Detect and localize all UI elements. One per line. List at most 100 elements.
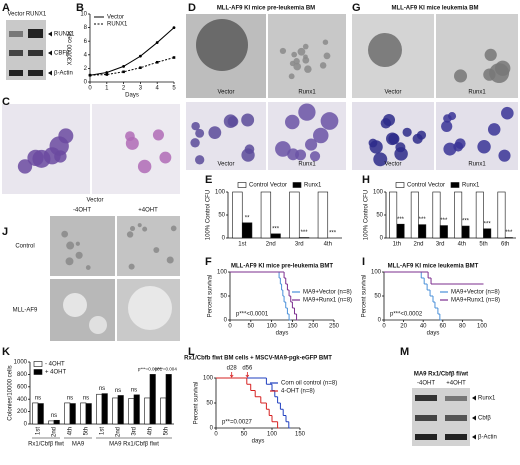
colony [128, 286, 172, 330]
x-tick-label: 0 [88, 86, 92, 92]
cell [383, 113, 396, 126]
cell [126, 231, 134, 238]
bar [37, 403, 44, 425]
cell [304, 65, 312, 73]
bar [101, 393, 108, 425]
point [139, 54, 142, 58]
column-label: +4OHT [138, 208, 158, 214]
line [89, 57, 175, 76]
cell [305, 138, 318, 151]
bar [144, 397, 151, 425]
band [9, 31, 23, 37]
x-axis-label: days [252, 439, 265, 445]
significance: ns [51, 413, 57, 419]
significance: *** [272, 226, 280, 232]
panel-letter: G [352, 2, 361, 14]
cell [195, 128, 205, 138]
bar [260, 191, 272, 239]
micrograph [117, 216, 180, 276]
caption: Runx1 [298, 90, 316, 96]
significance: ns [99, 386, 105, 392]
micrograph [436, 14, 518, 98]
cell [322, 39, 329, 45]
legend-swatch [237, 182, 247, 188]
y-tick-label: 100 [215, 190, 226, 196]
caption: Runx1 [468, 90, 486, 96]
cell [191, 121, 200, 131]
micrograph [2, 104, 90, 194]
x-tick-label: 5th [84, 427, 90, 435]
legend-swatch [450, 182, 460, 188]
x-tick-label: 4th [458, 242, 466, 248]
y-tick-label: 100 [203, 376, 214, 382]
band-label: CBFβ [54, 51, 70, 57]
cell [498, 149, 511, 162]
cell [323, 52, 331, 60]
bar [410, 191, 419, 239]
colony [368, 33, 402, 67]
x-tick-label: 2nd [116, 427, 122, 437]
panel-letter: J [2, 226, 8, 238]
y-tick-label: 0 [84, 80, 88, 86]
band [28, 70, 43, 76]
legend-swatch [292, 182, 302, 188]
legend-swatch [33, 369, 43, 375]
point [122, 64, 125, 68]
event-arrow [245, 372, 250, 378]
cell [75, 251, 83, 259]
bar [112, 397, 119, 425]
significance: p***=0.004 [155, 367, 177, 372]
y-tick-label: 100 [371, 270, 382, 276]
x-axis-label: Days [125, 93, 139, 99]
colony [89, 316, 107, 334]
x-tick-label: 3 [139, 86, 143, 92]
significance: *** [301, 230, 309, 236]
y-tick-label: 8 [84, 25, 88, 31]
cell [302, 56, 310, 64]
cell [208, 126, 222, 139]
blot-m [412, 388, 470, 446]
y-tick-label: 400 [17, 397, 28, 403]
significance: ns [35, 395, 41, 401]
significance: ns [131, 387, 137, 393]
bar [69, 403, 76, 425]
band-label: β-Actin [54, 71, 73, 77]
lane-label: +4OHT [446, 381, 466, 387]
y-tick-label: 10 [80, 12, 87, 18]
bar [439, 225, 448, 239]
cell [477, 140, 491, 154]
legend-label: Corn oil control (n=8) [281, 381, 337, 387]
y-tick-label: 1000 [14, 360, 28, 366]
cell [279, 47, 287, 55]
x-tick-label: 150 [287, 324, 298, 330]
y-tick-label: 600 [17, 384, 28, 390]
x-tick-label: 1 [105, 86, 109, 92]
column-label: -4OHT [73, 208, 91, 214]
caption: Vector [217, 90, 234, 96]
x-tick-label: 5th [164, 427, 170, 435]
cell [288, 73, 295, 80]
significance: *** [440, 218, 448, 224]
y-tick-label: 0 [222, 236, 226, 242]
y-tick-label: 100 [373, 190, 384, 196]
cell [223, 114, 238, 128]
x-tick-label: 60 [439, 324, 446, 330]
cell [61, 230, 69, 238]
group-label: Rx1/Cbfβ flwt [28, 442, 64, 448]
lane-label: -4OHT [417, 381, 435, 387]
caption: Vector [217, 162, 234, 168]
bar [497, 191, 506, 239]
axes [385, 192, 516, 239]
cell [495, 60, 511, 76]
significance: *** [505, 230, 513, 236]
bar [317, 191, 329, 239]
chart-title: MLL-AF9 KI mice leukemia BMT [388, 264, 479, 270]
bar [483, 228, 492, 239]
bar [418, 224, 427, 239]
panel-letter: M [400, 346, 409, 358]
x-tick-label: 50 [247, 324, 254, 330]
y-axis-label: Colonies/10000 cells [8, 365, 14, 420]
p-value: p**=0.0027 [222, 420, 253, 426]
bar [133, 394, 140, 425]
